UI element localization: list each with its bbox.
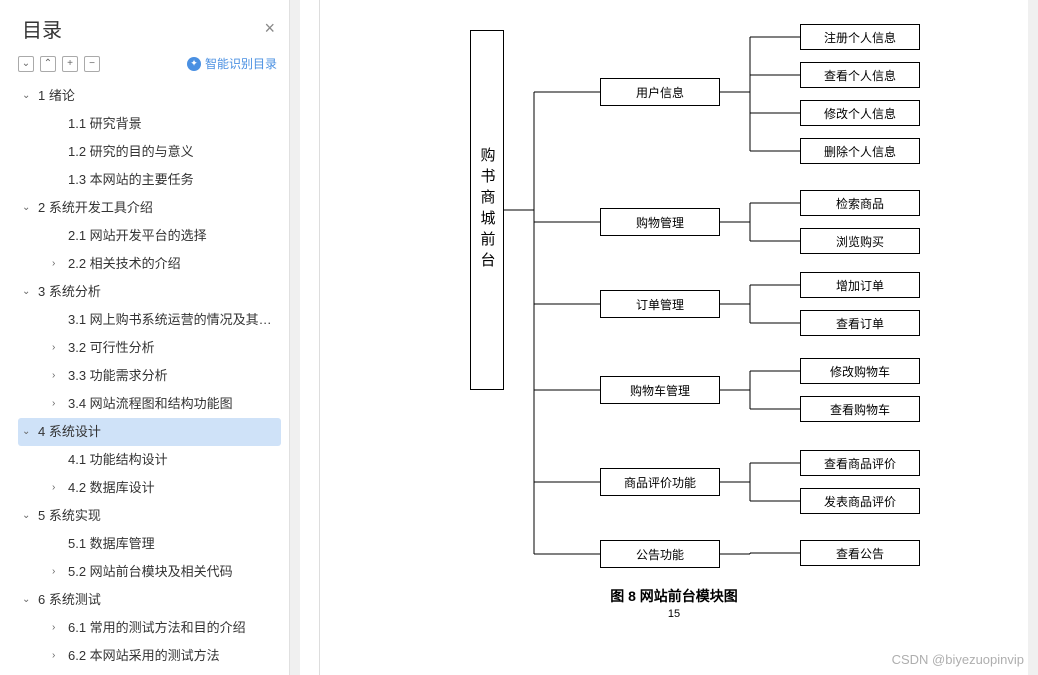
toc-item-label: 3 系统分析 — [38, 282, 101, 302]
toc-item-label: 3.2 可行性分析 — [68, 338, 155, 358]
diagram-node: 删除个人信息 — [800, 138, 920, 164]
toc-item[interactable]: ⌄5 系统实现 — [18, 502, 281, 530]
sidebar-toolbar: ⌄ ⌃ + − ✦ 智能识别目录 — [18, 53, 281, 82]
toc-item[interactable]: ›3.3 功能需求分析 — [18, 362, 281, 390]
collapse-up-icon[interactable]: ⌃ — [40, 56, 56, 72]
chevron-down-icon[interactable]: ⌄ — [22, 86, 34, 106]
toc-item[interactable]: 1.3 本网站的主要任务 — [18, 166, 281, 194]
toc-item-label: 6 系统测试 — [38, 590, 101, 610]
diagram-node: 修改个人信息 — [800, 100, 920, 126]
toc-item-label: 1.3 本网站的主要任务 — [68, 170, 194, 190]
toc-item[interactable]: ›4.2 数据库设计 — [18, 474, 281, 502]
diagram-node: 查看商品评价 — [800, 450, 920, 476]
diagram-node: 订单管理 — [600, 290, 720, 318]
toc-item[interactable]: ›5.2 网站前台模块及相关代码 — [18, 558, 281, 586]
toc-item[interactable]: ›2.2 相关技术的介绍 — [18, 250, 281, 278]
expand-down-icon[interactable]: ⌄ — [18, 56, 34, 72]
chevron-right-icon[interactable]: › — [52, 646, 64, 665]
figure-caption: 图 8 网站前台模块图 — [320, 586, 1028, 606]
diagram-node: 购书商城前台 — [470, 30, 504, 390]
document-area: 购书商城前台 用户信息购物管理订单管理购物车管理商品评价功能公告功能 注册个人信息查… — [290, 0, 1038, 675]
diagram-node: 增加订单 — [800, 272, 920, 298]
toc-item-label: 4 系统设计 — [38, 422, 101, 442]
toc-item-label: 4.1 功能结构设计 — [68, 450, 168, 470]
toc-item-label: 4.2 数据库设计 — [68, 478, 155, 498]
toc-item[interactable]: 4.1 功能结构设计 — [18, 446, 281, 474]
sidebar-title: 目录 — [22, 14, 62, 43]
toc-item-label: 2.1 网站开发平台的选择 — [68, 226, 207, 246]
chevron-down-icon[interactable]: ⌄ — [22, 422, 34, 442]
page-gutter — [300, 0, 320, 675]
diagram-node: 浏览购买 — [800, 228, 920, 254]
chevron-right-icon[interactable]: › — [52, 254, 64, 274]
toc-item-label: 5.1 数据库管理 — [68, 534, 155, 554]
toc-item-label: 2.2 相关技术的介绍 — [68, 254, 181, 274]
ai-icon: ✦ — [187, 57, 201, 71]
toc-item[interactable]: ⌄6 系统测试 — [18, 586, 281, 614]
watermark: CSDN @biyezuopinvip — [892, 652, 1024, 667]
toc-item-label: 1 绪论 — [38, 86, 75, 106]
diagram-node: 购物车管理 — [600, 376, 720, 404]
diagram-node: 检索商品 — [800, 190, 920, 216]
chevron-right-icon[interactable]: › — [52, 478, 64, 498]
minus-icon[interactable]: − — [84, 56, 100, 72]
toc-item[interactable]: ⌄4 系统设计 — [18, 418, 281, 446]
toc-list: ⌄1 绪论1.1 研究背景1.2 研究的目的与意义1.3 本网站的主要任务⌄2 … — [18, 82, 281, 665]
toc-item-label: 3.1 网上购书系统运营的情况及其… — [68, 310, 272, 330]
ai-toc-button[interactable]: ✦ 智能识别目录 — [187, 55, 277, 72]
chevron-right-icon[interactable]: › — [52, 366, 64, 386]
toc-item[interactable]: ›3.2 可行性分析 — [18, 334, 281, 362]
toc-item[interactable]: 1.1 研究背景 — [18, 110, 281, 138]
diagram-node: 商品评价功能 — [600, 468, 720, 496]
close-icon[interactable]: × — [264, 18, 275, 39]
toc-item[interactable]: 2.1 网站开发平台的选择 — [18, 222, 281, 250]
toc-item[interactable]: ⌄1 绪论 — [18, 82, 281, 110]
toc-item-label: 1.1 研究背景 — [68, 114, 142, 134]
toc-item[interactable]: ›3.4 网站流程图和结构功能图 — [18, 390, 281, 418]
diagram-node: 购物管理 — [600, 208, 720, 236]
chevron-right-icon[interactable]: › — [52, 394, 64, 414]
diagram-node: 查看个人信息 — [800, 62, 920, 88]
toc-item[interactable]: ⌄2 系统开发工具介绍 — [18, 194, 281, 222]
diagram-node: 查看公告 — [800, 540, 920, 566]
chevron-right-icon[interactable]: › — [52, 338, 64, 358]
plus-icon[interactable]: + — [62, 56, 78, 72]
toc-item[interactable]: ›6.2 本网站采用的测试方法 — [18, 642, 281, 665]
diagram-node: 查看订单 — [800, 310, 920, 336]
chevron-down-icon[interactable]: ⌄ — [22, 198, 34, 218]
toc-item[interactable]: ⌄3 系统分析 — [18, 278, 281, 306]
chevron-right-icon[interactable]: › — [52, 562, 64, 582]
diagram-node: 注册个人信息 — [800, 24, 920, 50]
module-diagram: 购书商城前台 用户信息购物管理订单管理购物车管理商品评价功能公告功能 注册个人信息查… — [320, 0, 1028, 580]
chevron-right-icon[interactable]: › — [52, 618, 64, 638]
toc-item-label: 3.4 网站流程图和结构功能图 — [68, 394, 233, 414]
diagram-node: 查看购物车 — [800, 396, 920, 422]
page-number: 15 — [320, 608, 1028, 620]
diagram-node: 修改购物车 — [800, 358, 920, 384]
chevron-down-icon[interactable]: ⌄ — [22, 282, 34, 302]
diagram-node: 用户信息 — [600, 78, 720, 106]
diagram-node: 公告功能 — [600, 540, 720, 568]
ai-toc-label: 智能识别目录 — [205, 55, 277, 72]
toc-item[interactable]: 1.2 研究的目的与意义 — [18, 138, 281, 166]
toc-item[interactable]: 5.1 数据库管理 — [18, 530, 281, 558]
toc-item[interactable]: 3.1 网上购书系统运营的情况及其… — [18, 306, 281, 334]
toc-sidebar: 目录 × ⌄ ⌃ + − ✦ 智能识别目录 ⌄1 绪论1.1 研究背景1.2 研… — [0, 0, 290, 675]
chevron-down-icon[interactable]: ⌄ — [22, 506, 34, 526]
diagram-node: 发表商品评价 — [800, 488, 920, 514]
toc-item-label: 6.1 常用的测试方法和目的介绍 — [68, 618, 246, 638]
toc-item-label: 6.2 本网站采用的测试方法 — [68, 646, 220, 665]
chevron-down-icon[interactable]: ⌄ — [22, 590, 34, 610]
toc-item[interactable]: ›6.1 常用的测试方法和目的介绍 — [18, 614, 281, 642]
toc-item-label: 3.3 功能需求分析 — [68, 366, 168, 386]
toc-item-label: 5.2 网站前台模块及相关代码 — [68, 562, 233, 582]
toc-item-label: 1.2 研究的目的与意义 — [68, 142, 194, 162]
toc-item-label: 2 系统开发工具介绍 — [38, 198, 153, 218]
toc-item-label: 5 系统实现 — [38, 506, 101, 526]
document-page: 购书商城前台 用户信息购物管理订单管理购物车管理商品评价功能公告功能 注册个人信息查… — [320, 0, 1028, 675]
